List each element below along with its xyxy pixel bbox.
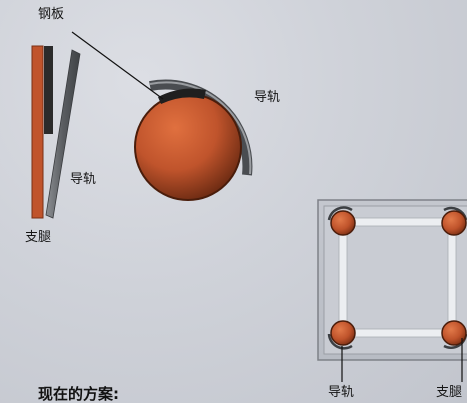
guide-rail-left-label: 导轨 [70, 172, 97, 187]
frame-bar-bottom [341, 328, 458, 338]
steel-plate-label: 钢板 [38, 7, 65, 22]
side-view-assembly [31, 45, 81, 219]
frame-top-view [317, 199, 467, 361]
leg-bottom-label: 支腿 [436, 385, 463, 400]
corner-leg-bl [330, 320, 356, 346]
corner-rail-tl [327, 206, 353, 221]
steel-plate-side [44, 46, 53, 134]
round-leg [134, 93, 242, 201]
frame-bar-left [338, 221, 348, 335]
guide-rail-bottom-label: 导轨 [328, 385, 355, 400]
frame-bar-top [341, 217, 458, 227]
corner-rail-bl [327, 333, 353, 350]
guide-rail-right-label: 导轨 [254, 90, 281, 105]
round-leg-assembly [134, 79, 253, 201]
guide-rail-arc-highlight [149, 81, 252, 175]
steel-plate-round [158, 88, 206, 104]
leg-side-bar [31, 45, 44, 219]
frame-bar-right [447, 221, 457, 335]
corner-leg-tr [441, 210, 467, 236]
corner-leg-tl [330, 210, 356, 236]
leg-left-label: 支腿 [25, 230, 52, 245]
corner-leg-br [441, 320, 467, 346]
steel-plate-leader [71, 31, 164, 100]
scheme-heading: 现在的方案: [38, 385, 119, 403]
guide-rail-side [45, 49, 81, 219]
